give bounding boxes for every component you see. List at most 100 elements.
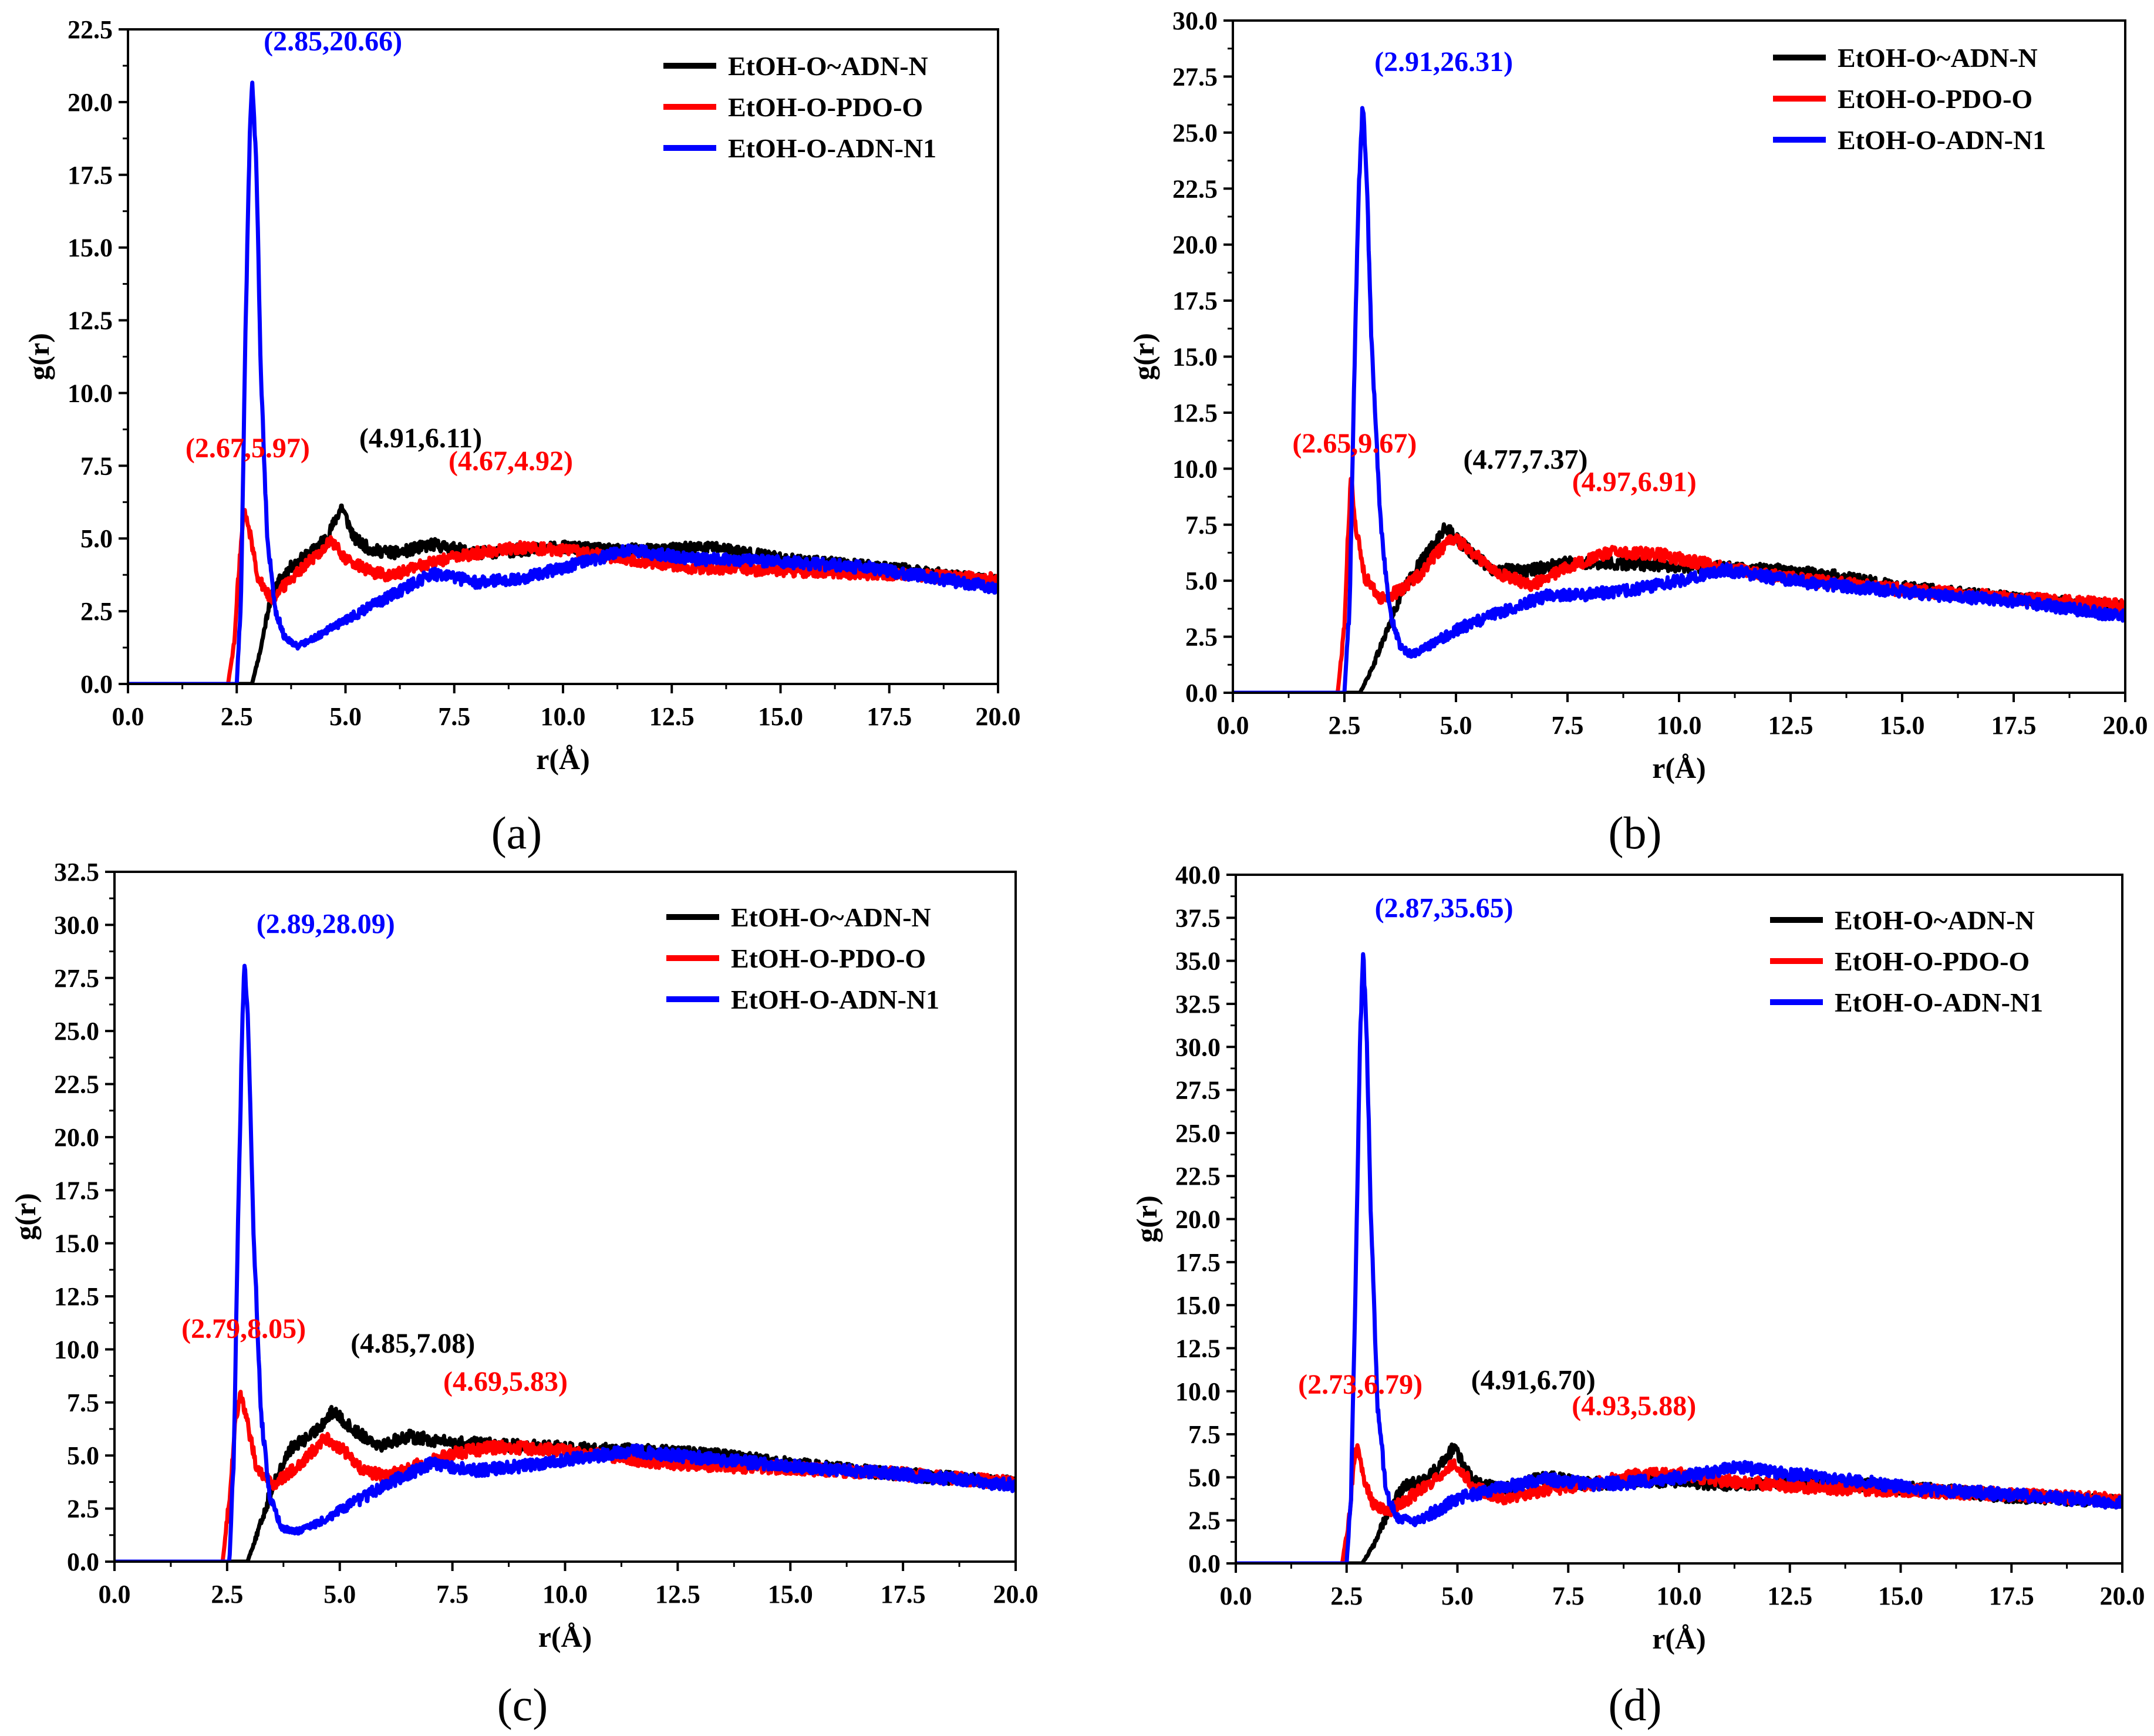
peak-annotation: (2.89,28.09) xyxy=(257,908,395,939)
y-tick-label: 17.5 xyxy=(1172,286,1218,315)
series-line-EtOH-O~ADN-N xyxy=(1233,522,2125,693)
legend-label: EtOH-O~ADN-N xyxy=(728,51,928,81)
x-tick-label: 17.5 xyxy=(881,1580,926,1609)
y-tick-label: 0.0 xyxy=(1185,679,1218,707)
y-tick-label: 27.5 xyxy=(1172,62,1218,91)
series-line-EtOH-O-PDO-O xyxy=(1236,1443,2122,1563)
legend-label: EtOH-O~ADN-N xyxy=(731,902,931,932)
legend-label: EtOH-O-PDO-O xyxy=(1835,946,2030,976)
y-tick-label: 37.5 xyxy=(1175,904,1221,932)
y-tick-label: 7.5 xyxy=(1185,511,1218,540)
y-tick-label: 5.0 xyxy=(1185,567,1218,595)
y-tick-label: 10.0 xyxy=(54,1335,99,1364)
y-tick-label: 22.5 xyxy=(68,15,113,44)
legend-label: EtOH-O~ADN-N xyxy=(1835,905,2035,935)
panel-caption: (b) xyxy=(1609,807,1662,858)
plot-frame xyxy=(1235,874,2123,1565)
y-tick-label: 20.0 xyxy=(1172,231,1218,259)
peak-annotation: (4.97,6.91) xyxy=(1572,466,1697,497)
x-tick-label: 20.0 xyxy=(976,702,1021,731)
y-tick-label: 17.5 xyxy=(68,161,113,190)
legend: EtOH-O~ADN-N EtOH-O-PDO-O EtOH-O-ADN-N1 xyxy=(1773,43,2046,155)
series-line-EtOH-O-ADN-N1 xyxy=(1236,952,2122,1563)
x-tick-label: 7.5 xyxy=(436,1580,468,1609)
x-tick-label: 12.5 xyxy=(649,702,695,731)
x-tick-label: 17.5 xyxy=(1991,711,2037,740)
x-tick-label: 20.0 xyxy=(993,1580,1039,1609)
panel-caption: (a) xyxy=(491,807,542,858)
x-axis-label: r(Å) xyxy=(536,743,590,776)
series-line-EtOH-O-ADN-N1 xyxy=(114,963,1016,1562)
y-tick-label: 5.0 xyxy=(67,1441,99,1470)
x-tick-label: 5.0 xyxy=(323,1580,356,1609)
peak-annotation: (2.65,9.67) xyxy=(1292,428,1417,459)
y-tick-label: 0.0 xyxy=(67,1548,99,1576)
series-group xyxy=(1233,106,2125,693)
legend-label: EtOH-O-ADN-N1 xyxy=(1835,987,2043,1017)
x-tick-label: 7.5 xyxy=(1552,711,1584,740)
y-tick-label: 32.5 xyxy=(1175,990,1221,1019)
y-tick-label: 2.5 xyxy=(67,1495,99,1523)
legend-label: EtOH-O-PDO-O xyxy=(1838,84,2032,114)
y-tick-label: 20.0 xyxy=(68,88,113,117)
x-tick-label: 10.0 xyxy=(1657,1582,1702,1610)
legend-label: EtOH-O-ADN-N1 xyxy=(1838,125,2046,155)
series-line-EtOH-O-ADN-N1 xyxy=(128,80,998,684)
y-tick-label: 25.0 xyxy=(54,1017,99,1046)
panel-c: 0.0 2.5 5.0 7.5 10.0 12.5 15.0 17.5 20.0 0.0 2.5 5.… xyxy=(9,858,1039,1730)
y-tick-label: 17.5 xyxy=(54,1176,99,1205)
peak-annotation: (4.93,5.88) xyxy=(1572,1391,1696,1422)
y-tick-label: 7.5 xyxy=(67,1388,99,1417)
y-tick-label: 0.0 xyxy=(80,670,113,699)
y-tick-label: 30.0 xyxy=(1175,1033,1221,1061)
legend-label: EtOH-O-ADN-N1 xyxy=(731,985,939,1014)
series-line-EtOH-O~ADN-N xyxy=(1236,1442,2122,1563)
x-tick-label: 17.5 xyxy=(867,702,912,731)
peak-annotation: (2.87,35.65) xyxy=(1375,893,1513,924)
y-tick-label: 0.0 xyxy=(1188,1549,1221,1578)
series-group xyxy=(1236,952,2122,1563)
y-tick-label: 25.0 xyxy=(1172,119,1218,147)
y-axis-label: g(r) xyxy=(9,1193,42,1241)
legend-label: EtOH-O~ADN-N xyxy=(1838,43,2038,73)
x-tick-label: 5.0 xyxy=(329,702,362,731)
y-tick-label: 12.5 xyxy=(68,306,113,335)
y-tick-label: 12.5 xyxy=(1175,1334,1221,1363)
x-tick-label: 15.0 xyxy=(758,702,803,731)
y-tick-label: 10.0 xyxy=(1172,454,1218,483)
panel-caption: (d) xyxy=(1609,1679,1662,1730)
x-tick-label: 15.0 xyxy=(1878,1582,1923,1610)
x-tick-label: 17.5 xyxy=(1989,1582,2034,1610)
x-tick-label: 2.5 xyxy=(1329,711,1361,740)
y-tick-label: 30.0 xyxy=(1172,6,1218,35)
y-tick-label: 5.0 xyxy=(1188,1463,1221,1492)
peak-annotation: (2.85,20.66) xyxy=(264,26,402,57)
y-axis-label: g(r) xyxy=(22,333,55,380)
x-tick-label: 10.0 xyxy=(542,1580,588,1609)
x-tick-label: 2.5 xyxy=(221,702,253,731)
y-tick-label: 15.0 xyxy=(1172,343,1218,372)
x-tick-label: 15.0 xyxy=(768,1580,813,1609)
y-tick-label: 10.0 xyxy=(1175,1377,1221,1406)
y-tick-label: 5.0 xyxy=(80,524,113,553)
x-tick-label: 12.5 xyxy=(655,1580,700,1609)
y-tick-label: 27.5 xyxy=(54,964,99,993)
peak-annotation: (4.91,6.70) xyxy=(1471,1365,1596,1396)
y-tick-label: 2.5 xyxy=(80,597,113,626)
y-axis-label: g(r) xyxy=(1130,1195,1163,1243)
y-tick-label: 40.0 xyxy=(1175,861,1221,889)
series-group xyxy=(114,963,1016,1562)
series-line-EtOH-O~ADN-N xyxy=(128,503,998,684)
peak-annotation: (4.69,5.83) xyxy=(443,1366,568,1397)
x-tick-label: 0.0 xyxy=(112,702,144,731)
y-tick-label: 22.5 xyxy=(1172,174,1218,203)
y-tick-label: 20.0 xyxy=(1175,1205,1221,1234)
peak-annotation: (4.67,4.92) xyxy=(449,446,573,477)
y-tick-label: 17.5 xyxy=(1175,1248,1221,1277)
legend-label: EtOH-O-PDO-O xyxy=(728,92,923,122)
y-tick-label: 7.5 xyxy=(1188,1420,1221,1449)
x-tick-label: 0.0 xyxy=(99,1580,131,1609)
x-axis-label: r(Å) xyxy=(538,1620,592,1653)
y-tick-label: 12.5 xyxy=(54,1282,99,1311)
